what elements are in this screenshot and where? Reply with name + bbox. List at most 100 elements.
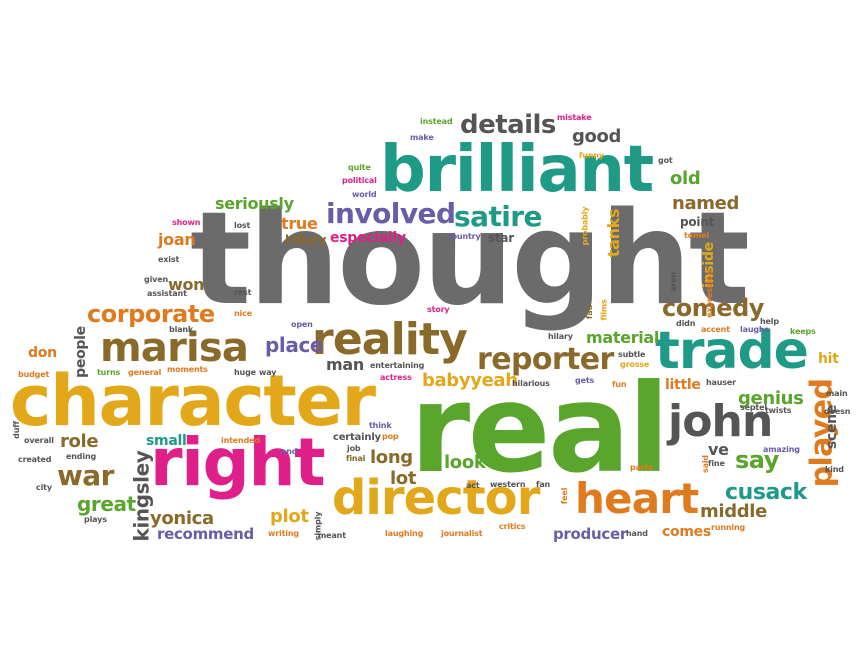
word-heart: heart xyxy=(575,474,699,523)
word-shown: shown xyxy=(172,218,201,227)
word-real: real xyxy=(410,358,670,500)
word-material: material xyxy=(586,328,660,347)
word-reporter: reporter xyxy=(477,342,614,377)
word-turns: turns xyxy=(97,368,121,377)
word-subtle: subtle xyxy=(618,350,646,359)
word-funny: funny xyxy=(579,151,604,160)
word-reality: reality xyxy=(312,314,468,365)
word-brilliant: brilliant xyxy=(380,133,654,207)
word-help: help xyxy=(760,317,779,326)
word-hillary: hillary xyxy=(285,233,327,247)
word-make: make xyxy=(410,133,434,142)
word-lost: lost xyxy=(234,221,251,230)
word-got: got xyxy=(658,156,673,165)
word-intended: intended xyxy=(221,436,260,445)
word-think: think xyxy=(369,421,392,430)
word-budget: budget xyxy=(18,370,50,379)
word-details: details xyxy=(460,110,556,140)
word-fad: fad xyxy=(585,304,595,320)
word-recommend: recommend xyxy=(157,525,254,543)
word-trade: trade xyxy=(655,321,809,381)
word-corporate: corporate xyxy=(87,300,215,328)
word-created: created xyxy=(18,455,52,464)
word-septel: septel xyxy=(740,403,767,412)
word-ve: ve xyxy=(708,440,729,459)
word-country: country xyxy=(447,232,481,241)
word-aren: aren xyxy=(668,272,678,292)
word-accent: accent xyxy=(701,325,730,334)
word-actress: actress xyxy=(380,373,412,382)
word-producer: producer xyxy=(553,525,627,543)
word-main: main xyxy=(826,389,848,398)
word-city: city xyxy=(36,483,52,492)
word-assistant: assistant xyxy=(147,289,187,298)
word-ending: ending xyxy=(66,452,97,461)
word-feel: feel xyxy=(560,487,570,505)
word-hand: hand xyxy=(626,529,648,538)
word-overall: overall xyxy=(24,436,54,445)
word-meant: meant xyxy=(318,531,346,540)
word-named: named xyxy=(672,193,740,214)
word-thought: thought xyxy=(190,185,750,334)
word-fine: fine xyxy=(708,459,725,468)
word-middle: middle xyxy=(700,501,767,522)
word-comedy: comedy xyxy=(662,294,764,322)
word-people: people xyxy=(72,326,89,378)
word-plot: plot xyxy=(270,506,309,527)
word-war: war xyxy=(57,459,114,492)
word-fan: fan xyxy=(536,480,551,489)
word-expression: expression xyxy=(704,270,714,318)
word-fun: fun xyxy=(612,380,627,389)
word-exist: exist xyxy=(158,255,180,264)
word-babyyeah: babyyeah xyxy=(422,370,518,391)
word-political: political xyxy=(342,176,377,185)
word-comes: comes xyxy=(662,524,711,540)
word-involved: involved xyxy=(326,197,456,230)
word-didn: didn xyxy=(676,319,696,328)
word-small: small xyxy=(146,433,187,449)
word-gets: gets xyxy=(575,376,595,385)
word-blank: blank xyxy=(169,325,194,334)
word-running: running xyxy=(711,523,746,532)
word-critics: critics xyxy=(499,522,526,531)
word-world: world xyxy=(352,190,377,199)
word-entertaining: entertaining xyxy=(370,361,425,370)
word-journalist: journalist xyxy=(441,529,483,538)
word-way: way xyxy=(259,368,277,377)
word-general: general xyxy=(128,368,162,377)
word-doesn: doesn xyxy=(824,407,851,416)
word-little: little xyxy=(665,377,701,393)
word-act: act xyxy=(466,481,480,490)
word-place: place xyxy=(265,333,324,357)
word-cusack: cusack xyxy=(725,480,807,505)
word-rest: rest xyxy=(234,288,252,297)
word-quite: quite xyxy=(348,163,371,172)
word-writing: writing xyxy=(268,529,299,538)
word-tomei: tomei xyxy=(684,231,710,240)
word-amazing: amazing xyxy=(763,445,800,454)
word-kind: kind xyxy=(825,465,844,474)
word-certainly: certainly xyxy=(333,432,381,443)
word-say: say xyxy=(735,446,779,474)
word-plays: plays xyxy=(84,515,107,524)
word-true: true xyxy=(281,214,318,233)
word-films: films xyxy=(599,299,609,321)
word-man: man xyxy=(326,355,364,374)
word-marisa: marisa xyxy=(100,325,249,371)
word-character: character xyxy=(10,360,376,442)
word-long: long xyxy=(370,447,413,468)
word-director: director xyxy=(332,470,540,526)
word-look: look xyxy=(444,452,486,473)
word-western: western xyxy=(490,480,526,489)
word-good: good xyxy=(572,126,622,147)
word-don: don xyxy=(28,345,57,361)
word-tanks: tanks xyxy=(604,208,624,258)
word-laughing: laughing xyxy=(385,529,424,538)
word-given: given xyxy=(144,275,169,284)
word-great: great xyxy=(77,492,136,516)
word-especially: especially xyxy=(330,230,406,246)
word-duff: duff xyxy=(11,421,21,439)
word-right: right xyxy=(150,424,326,501)
word-laughs: laughs xyxy=(740,325,770,334)
word-hilary: hilary xyxy=(548,332,573,341)
